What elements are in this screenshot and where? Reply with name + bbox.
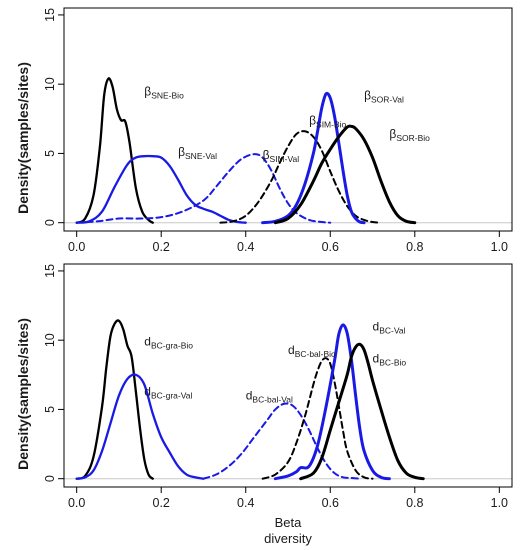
curve-label-subscript: BC-gra-Bio: [151, 341, 193, 351]
curve-label-subscript: SIM-Val: [270, 154, 300, 164]
density-line-sor-bio: [273, 124, 417, 225]
y-tick-label: 0: [43, 219, 57, 226]
curve-label-symbol: β: [309, 113, 316, 127]
x-tick-label: 0.6: [322, 496, 339, 510]
x-tick-label: 0.8: [406, 240, 423, 254]
y-tick-label: 10: [43, 77, 57, 91]
x-axis-label-line2: diversity: [264, 531, 312, 546]
density-line-sim-val: [75, 153, 332, 224]
plot-frame: [63, 7, 513, 232]
y-tick-label: 15: [43, 8, 57, 22]
curve-label: βSIM-Bio: [309, 113, 346, 129]
series-group: [75, 77, 417, 225]
curve-label-symbol: d: [144, 335, 151, 349]
curve-label: βSNE-Val: [178, 145, 217, 161]
density-line-sor-val: [261, 91, 366, 225]
x-tick-label: 0.8: [406, 496, 423, 510]
density-line-sim-bio: [219, 130, 382, 224]
curve-label-symbol: d: [373, 319, 380, 333]
x-tick-label: 1.0: [491, 240, 508, 254]
curve-label-symbol: β: [263, 148, 270, 162]
curve-label: dBC-Val: [373, 319, 406, 335]
curve-label-subscript: SNE-Val: [185, 151, 217, 161]
curve-label: βSNE-Bio: [144, 84, 184, 100]
curve-label-subscript: BC-Val: [379, 325, 405, 335]
density-line-bc-bal-bio: [261, 357, 374, 480]
series-group: [75, 319, 425, 481]
panel-top: 0.0 0.2 0.4 0.6 0.8 1.0051015βSNE-BioβSNE-Val…: [43, 7, 513, 254]
curve-label-subscript: SNE-Bio: [151, 90, 184, 100]
curve-label: βSIM-Val: [263, 148, 300, 164]
panel-bottom: 0.0 0.2 0.4 0.6 0.8 1.0051015dBC-gra-BiodBC-g…: [43, 263, 513, 510]
y-tick-label: 15: [43, 264, 57, 278]
density-line-bc-val: [273, 323, 391, 481]
y-axis-label: Density(samples/sites): [15, 318, 31, 470]
curve-label-symbol: d: [246, 389, 253, 403]
curve-label-subscript: SOR-Val: [371, 94, 404, 104]
curve-label-symbol: β: [364, 88, 371, 102]
curve-label-subscript: BC-Bio: [379, 357, 406, 367]
y-tick-label: 5: [43, 406, 57, 413]
y-tick-label: 0: [43, 475, 57, 482]
density-line-bc-gra-val: [75, 373, 205, 480]
x-tick-label: 0.4: [237, 496, 254, 510]
y-tick-label: 5: [43, 150, 57, 157]
x-tick-label: 0.2: [153, 240, 170, 254]
x-tick-label: 0.2: [153, 496, 170, 510]
x-tick-label: 0.6: [322, 240, 339, 254]
x-tick-label: 0.4: [237, 240, 254, 254]
curve-label: βSOR-Bio: [389, 127, 430, 143]
plot-frame: [63, 263, 513, 488]
curve-label-symbol: d: [288, 343, 295, 357]
curve-label-symbol: β: [178, 145, 185, 159]
density-line-bc-bio: [299, 342, 425, 481]
density-line-sne-val: [75, 154, 247, 224]
curve-label-subscript: SIM-Bio: [316, 119, 347, 129]
x-axis-label-line1: Beta: [275, 515, 303, 530]
curve-label-symbol: β: [389, 127, 396, 141]
curve-label-symbol: d: [373, 351, 380, 365]
curve-label-subscript: BC-bal-Bio: [295, 349, 336, 359]
x-tick-label: 1.0: [491, 496, 508, 510]
y-tick-label: 10: [43, 333, 57, 347]
density-line-bc-gra-bio: [75, 319, 154, 480]
curve-label-symbol: d: [144, 385, 151, 399]
curve-label-subscript: BC-bal-Val: [252, 395, 293, 405]
x-tick-label: 0.0: [68, 240, 85, 254]
density-line-bc-bal-val: [202, 402, 361, 480]
curve-label-subscript: SOR-Bio: [396, 133, 430, 143]
curve-label: dBC-bal-Bio: [288, 343, 336, 359]
curve-label: dBC-Bio: [373, 351, 407, 367]
curve-label-symbol: β: [144, 84, 151, 98]
curve-label-subscript: BC-gra-Val: [151, 391, 193, 401]
curve-label: βSOR-Val: [364, 88, 404, 104]
y-axis-label: Density(samples/sites): [15, 62, 31, 214]
curve-label: dBC-bal-Val: [246, 389, 293, 405]
density-line-sne-bio: [75, 77, 154, 224]
curve-label: dBC-gra-Bio: [144, 335, 193, 351]
x-tick-label: 0.0: [68, 496, 85, 510]
curve-label: dBC-gra-Val: [144, 385, 192, 401]
